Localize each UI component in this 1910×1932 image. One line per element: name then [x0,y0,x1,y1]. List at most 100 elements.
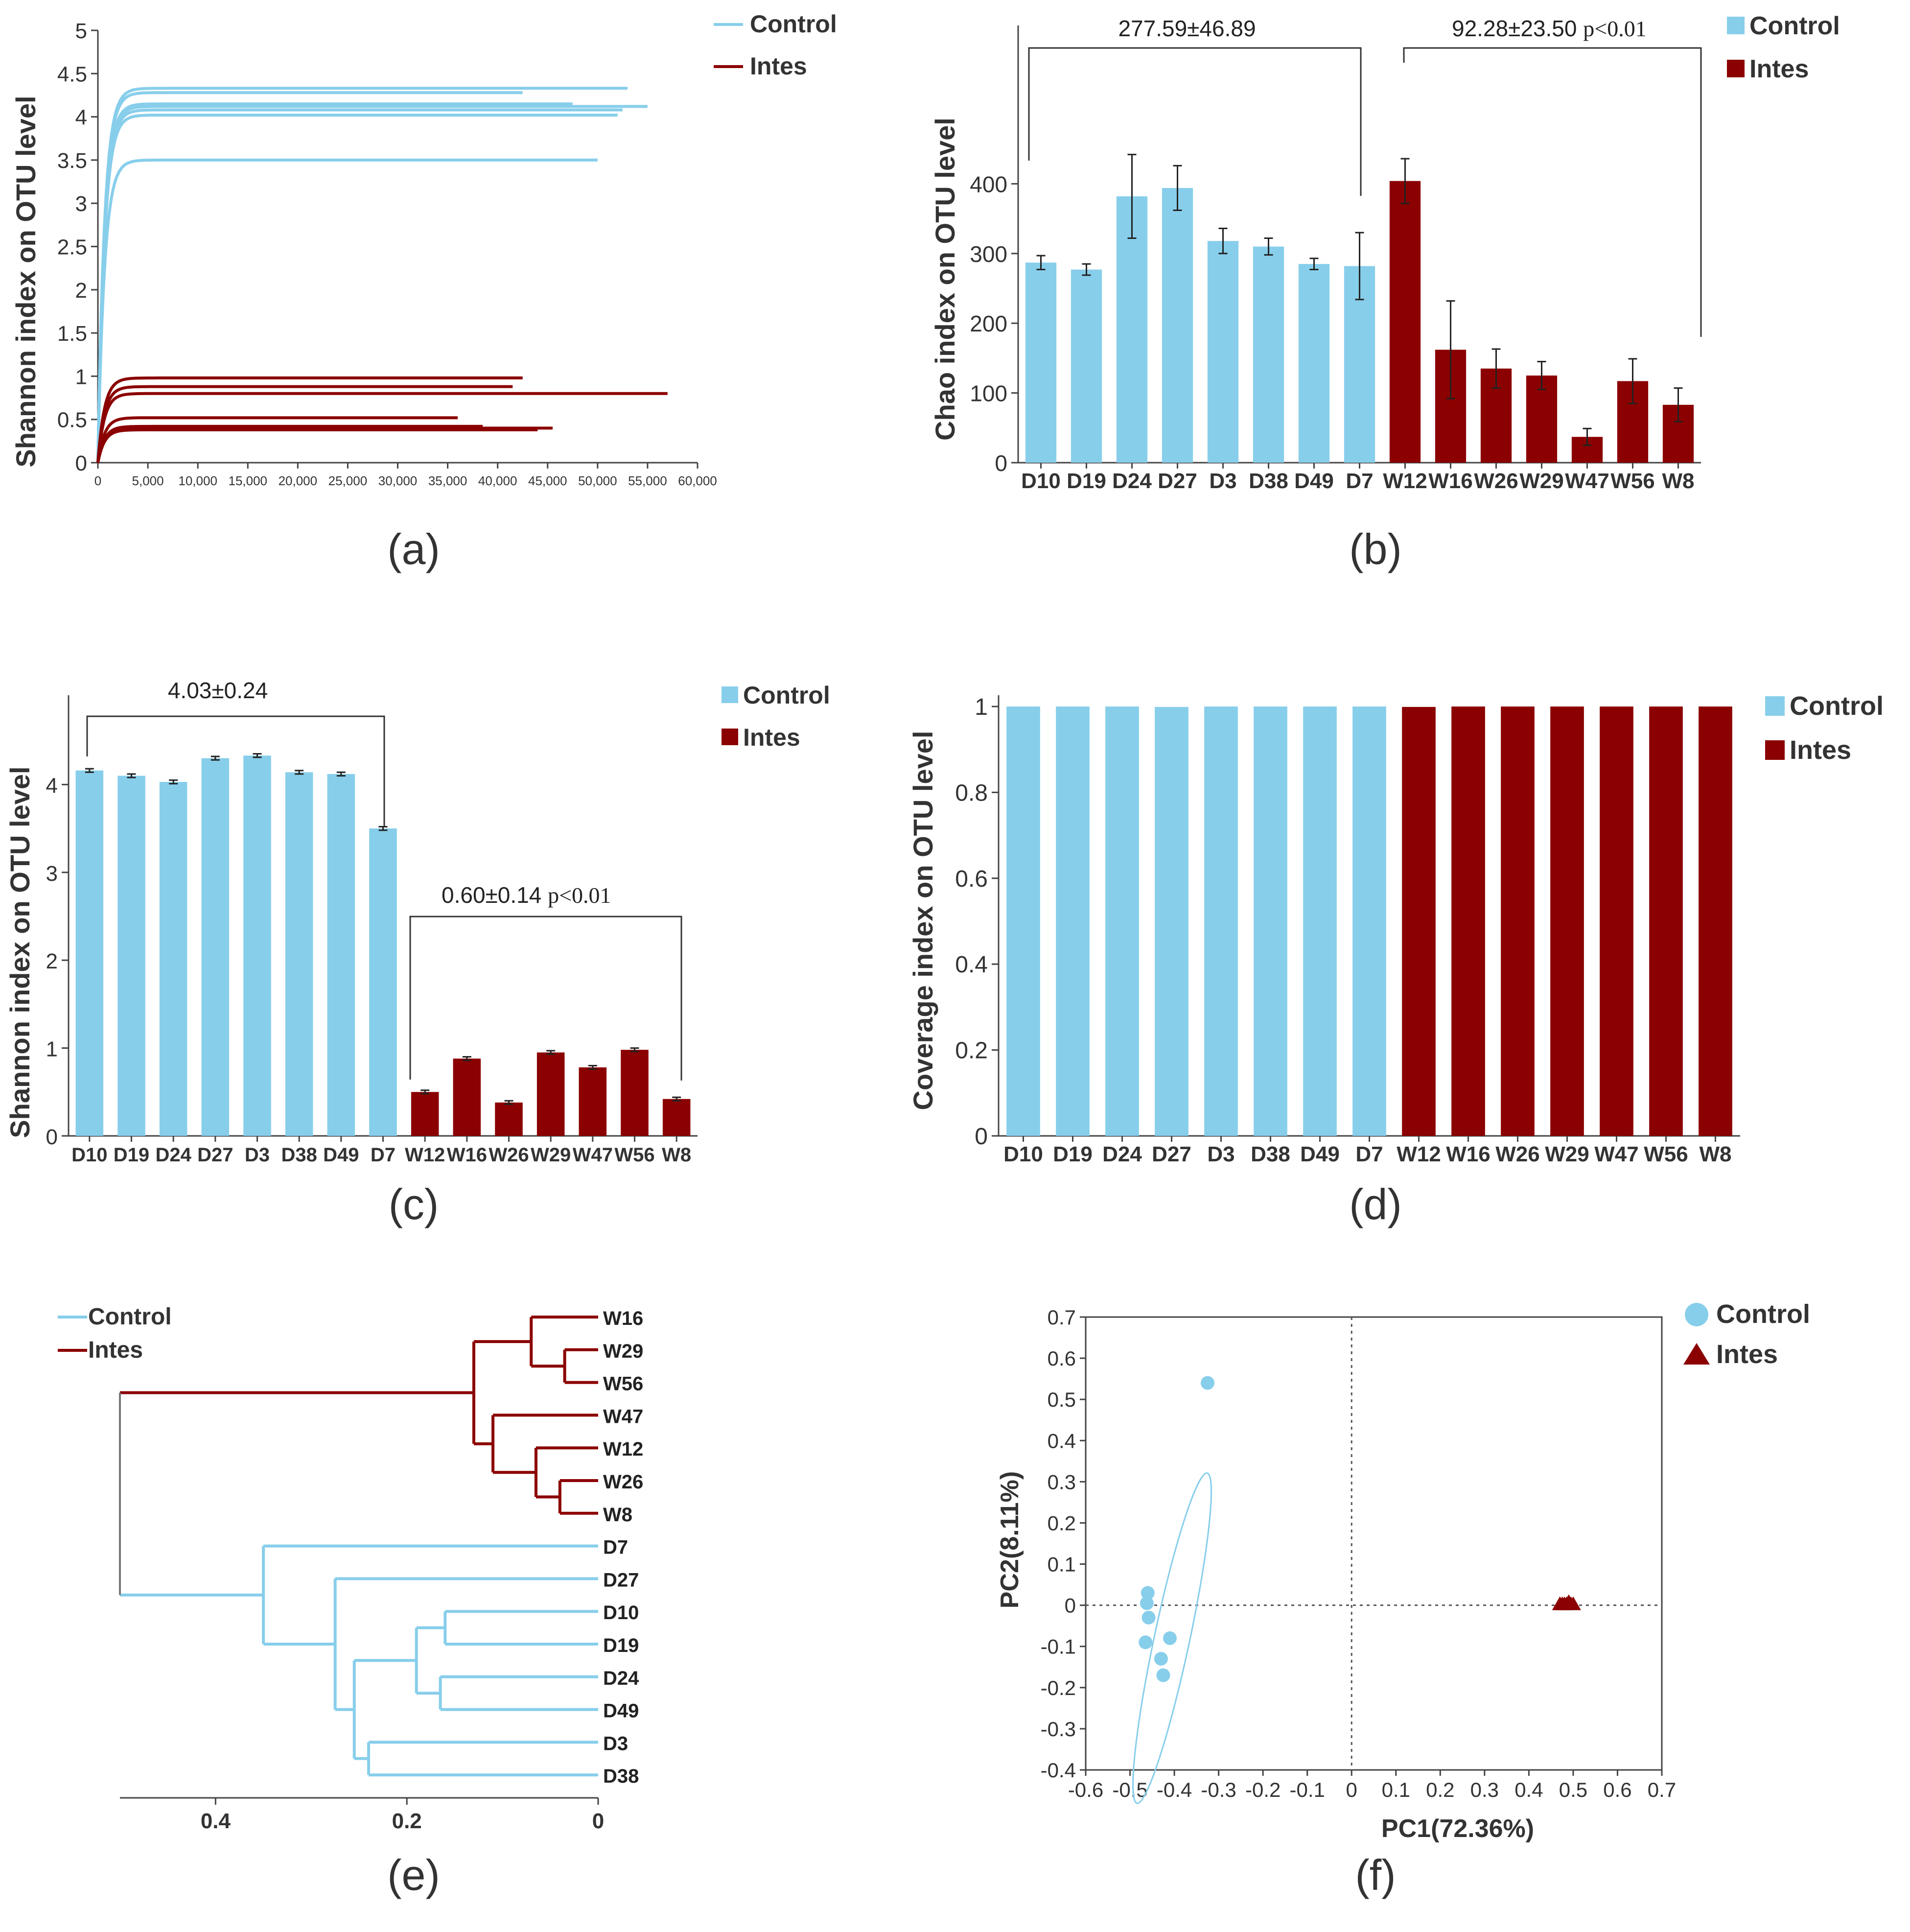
leaf-label-d27: D27 [603,1569,639,1591]
rarefaction-curve-control [96,108,623,463]
leaf-label-d49: D49 [603,1700,639,1722]
rarefaction-curve-intes [96,416,458,463]
y-tick-label: -0.1 [1041,1635,1076,1658]
panel-c-ylabel: Shannon index on OTU level [4,766,35,1138]
y-tick-label: -0.4 [1041,1759,1076,1782]
x-tick-label: 0.3 [1470,1778,1499,1801]
legend-label-control: Control [1749,12,1840,40]
y-tick-label: 3 [46,862,58,886]
legend-swatch-intes [1727,60,1745,77]
point-control [1163,1631,1177,1645]
panel-a-lines [96,87,668,463]
y-tick-label: 1 [75,365,87,389]
x-tick-label: 15,000 [228,473,267,488]
panel-f-axes: -0.6 -0.5 -0.4 -0.3 -0.2 -0.1 0 0.1 0.2 0.3 0.4 0.5… [1041,1306,1677,1801]
x-tick-label: 0 [94,473,101,488]
panel-f-legend: Control Intes [1683,1299,1810,1369]
leaf-label-w26: W26 [603,1471,643,1493]
x-tick-label: W29 [1519,469,1563,493]
x-tick-label: 0.2 [392,1809,422,1833]
x-tick-label: W47 [1594,1142,1638,1166]
point-control [1200,1376,1214,1390]
legend-label-control: Control [743,682,830,709]
panel-f-points [1132,1376,1581,1804]
y-tick-label: 0.2 [955,1038,988,1064]
x-tick-label: D49 [1300,1142,1340,1166]
legend-label-intes: Intes [1749,55,1809,83]
panel-d-caption: (d) [1349,1180,1402,1228]
bar-d49 [1303,707,1337,1136]
legend-label-intes: Intes [750,52,807,80]
bar-w56 [621,1050,649,1136]
x-tick-label: D3 [1209,469,1236,493]
leaf-label-d7: D7 [603,1537,628,1558]
x-tick-label: W29 [1545,1142,1589,1166]
leaf-label-w56: W56 [603,1373,643,1395]
panel-f-xlabel: PC1(72.36%) [1381,1814,1534,1843]
x-tick-label: 0.5 [1559,1778,1587,1801]
y-tick-label: 0.4 [955,952,988,978]
leaf-label-w8: W8 [603,1504,632,1526]
x-tick-label: 25,000 [328,473,368,488]
legend-swatch-control [1765,696,1785,716]
x-tick-label: 55,000 [628,473,667,488]
leaf-label-w47: W47 [603,1406,643,1427]
x-tick-label: D38 [1251,1142,1290,1166]
panel-a: 0 0.5 1 1.5 2 2.5 3 3.5 4 4.5 5 0 5,000 10,000 15,000 2… [10,10,837,573]
legend-swatch-control [1727,17,1745,34]
panel-d-ylabel: Coverage index on OTU level [908,731,938,1110]
bar-d49 [1298,264,1330,463]
panel-b-ylabel: Chao index on OTU level [930,118,960,441]
plot-frame [1085,1316,1663,1771]
x-tick-label: 0.4 [1514,1778,1543,1801]
x-tick-label: -0.2 [1245,1778,1281,1801]
panel-b-annotation-control-text: 277.59±46.89 [1118,16,1256,41]
panel-f-ylabel: PC2(8.11%) [996,1471,1024,1608]
legend-label-intes: Intes [743,724,800,751]
leaf-label-d10: D10 [603,1602,639,1624]
y-tick-label: -0.2 [1041,1676,1076,1699]
legend-marker-control [1685,1303,1708,1326]
bar-w26 [495,1102,523,1136]
x-tick-label: D10 [1003,1142,1043,1166]
x-tick-label: W12 [1397,1142,1441,1166]
panel-c-annotation-control: 4.03±0.24 [86,678,385,826]
x-tick-label: D38 [281,1144,317,1166]
bar-w29 [536,1052,565,1136]
x-tick-label: D7 [1346,469,1373,493]
x-tick-label: W8 [1700,1142,1732,1166]
rarefaction-curve-intes [96,426,553,463]
bar-d19 [1071,269,1102,463]
y-tick-label: 0.7 [1048,1306,1076,1329]
point-control [1141,1610,1156,1625]
panel-a-legend: Control Intes [714,10,837,80]
point-control [1139,1635,1153,1649]
point-control [1141,1586,1155,1600]
point-intes [1554,1596,1570,1610]
panel-c-bars [75,753,691,1136]
bar-w12 [1389,181,1421,463]
x-tick-label: 0.1 [1382,1778,1410,1801]
bar-w12 [1402,707,1436,1136]
bar-d49 [327,774,355,1136]
panel-b-legend: Control Intes [1727,12,1840,83]
bar-w47 [1600,707,1633,1136]
x-tick-label: D49 [323,1144,359,1166]
panel-e-dendrogram: W16 W29 W56 W47 W12 W26 W8 D7 D27 D10 D19 D24 D49 D3 D… [119,1308,643,1787]
x-tick-label: W8 [662,1144,691,1166]
y-tick-label: 1 [46,1037,58,1061]
panel-d-bars [1006,707,1732,1136]
x-tick-label: 0.4 [201,1809,231,1833]
x-tick-label: 45,000 [528,473,567,488]
x-tick-label: D3 [245,1144,270,1166]
y-tick-label: 2 [75,279,87,303]
y-tick-label: 100 [970,381,1007,406]
panel-c-annotation-intes: 0.60±0.14 p<0.01 [409,882,682,1081]
legend-label-control: Control [750,10,837,38]
y-tick-label: 0.5 [57,408,87,432]
leaf-label-d3: D3 [603,1733,628,1754]
leaf-label-d24: D24 [603,1668,639,1689]
panel-e-legend: Control Intes [58,1304,172,1363]
panel-f-caption: (f) [1355,1851,1396,1899]
